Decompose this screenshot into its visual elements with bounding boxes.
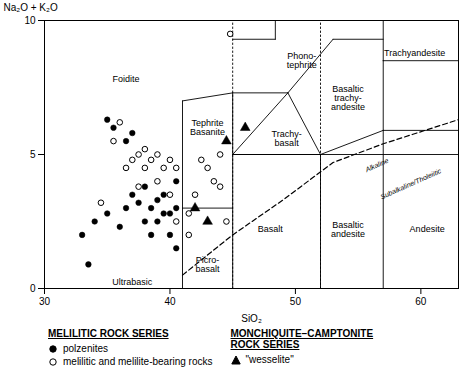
html-text:"wesselite": "wesselite": [245, 354, 294, 365]
svg-text:30: 30: [39, 296, 51, 307]
svg-text:Alkaline: Alkaline: [363, 157, 389, 174]
svg-text:Foidite: Foidite: [113, 74, 140, 84]
svg-text:Andesite: Andesite: [410, 224, 445, 234]
svg-text:SiO₂: SiO₂: [241, 313, 262, 324]
svg-text:Phono-tephrite: Phono-tephrite: [287, 51, 317, 70]
svg-text:Trachy-basalt: Trachy-basalt: [272, 129, 302, 148]
svg-text:Ultrabasic: Ultrabasic: [112, 277, 153, 287]
svg-text:40: 40: [164, 296, 176, 307]
html-text:melilitic and melilite-bearing: melilitic and melilite-bearing rocks: [63, 356, 213, 367]
svg-text:Basaltictrachy-andesite: Basaltictrachy-andesite: [331, 84, 365, 112]
svg-text:5: 5: [30, 149, 36, 160]
svg-text:Subalkaline/Tholeiitic: Subalkaline/Tholeiitic: [379, 167, 442, 200]
html-text:polzenites: polzenites: [63, 343, 108, 354]
svg-text:10: 10: [24, 15, 36, 26]
svg-text:Trachyandesite: Trachyandesite: [384, 48, 445, 58]
html-text:MELILITIC ROCK SERIES: MELILITIC ROCK SERIES: [48, 328, 169, 339]
svg-text:Basalt: Basalt: [258, 224, 284, 234]
svg-text:TephriteBasanite: TephriteBasanite: [190, 118, 225, 137]
svg-text:Na₂O + K₂O: Na₂O + K₂O: [4, 2, 58, 13]
svg-text:0: 0: [30, 283, 36, 294]
svg-text:50: 50: [290, 296, 302, 307]
svg-text:60: 60: [415, 296, 427, 307]
svg-text:Basalticandesite: Basalticandesite: [331, 220, 365, 239]
html-text:MONCHIQUITE–CAMPTONITE ROCK SE: MONCHIQUITE–CAMPTONITE ROCK SERIES: [230, 328, 374, 350]
svg-text:Picro-basalt: Picro-basalt: [196, 255, 221, 274]
